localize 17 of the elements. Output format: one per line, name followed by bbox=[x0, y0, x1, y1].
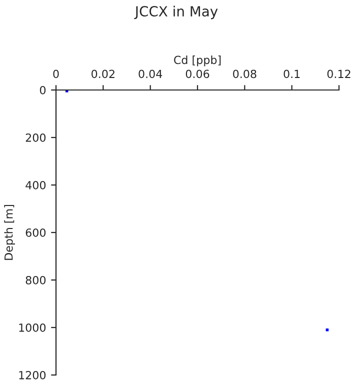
y-tick-label: 200 bbox=[26, 133, 46, 142]
y-axis-title: Depth [m] bbox=[4, 205, 15, 260]
x-tick-label: 0.02 bbox=[92, 70, 114, 78]
x-tick-label: 0.06 bbox=[186, 70, 210, 78]
y-tick-label: 0 bbox=[40, 86, 46, 94]
x-tick-label: 0.1 bbox=[284, 70, 300, 78]
y-tick-label: 800 bbox=[26, 276, 46, 284]
y-tick-label: 1000 bbox=[19, 323, 46, 332]
chart-title: JCCX in May bbox=[134, 6, 218, 20]
x-tick-label: 0.12 bbox=[327, 70, 350, 78]
x-tick-label: 0.08 bbox=[233, 70, 256, 78]
x-axis-title: Cd [ppb] bbox=[174, 56, 221, 66]
y-tick-label: 1200 bbox=[19, 370, 46, 380]
x-tick-label: 0.04 bbox=[138, 70, 162, 78]
y-tick-label: 600 bbox=[26, 228, 46, 237]
x-tick-label: 0 bbox=[53, 70, 59, 78]
y-tick-label: 400 bbox=[26, 180, 46, 190]
